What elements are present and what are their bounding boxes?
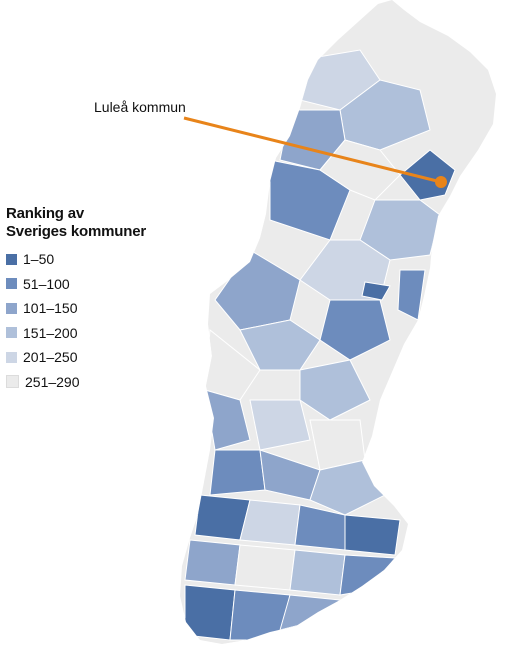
- legend-item-4: 151–200: [6, 321, 186, 346]
- legend-label: 251–290: [25, 373, 80, 390]
- legend-title: Ranking av Sveriges kommuner: [6, 205, 186, 241]
- legend-title-line-2: Sveriges kommuner: [6, 223, 146, 240]
- legend-title-line-1: Ranking av: [6, 205, 85, 222]
- legend-label: 201–250: [23, 349, 78, 366]
- lulea-marker: [435, 176, 447, 188]
- legend-label: 151–200: [23, 324, 78, 341]
- callout-line: [183, 116, 442, 184]
- legend-item-5: 201–250: [6, 345, 186, 370]
- legend-swatch: [6, 302, 17, 314]
- legend-swatch: [6, 375, 19, 389]
- legend-label: 101–150: [23, 300, 78, 317]
- legend-label: 51–100: [23, 275, 70, 292]
- sweden-map-regions: [180, 0, 496, 644]
- legend-item-1: 1–50: [6, 247, 186, 272]
- legend-label: 1–50: [23, 251, 55, 268]
- legend-swatch: [6, 351, 17, 363]
- lulea-callout-label: Luleå kommun: [94, 99, 186, 115]
- legend-swatch: [6, 327, 17, 339]
- legend-item-3: 101–150: [6, 296, 186, 321]
- legend-item-6: 251–290: [6, 370, 186, 395]
- legend-swatch: [6, 278, 17, 290]
- map-legend: Ranking av Sveriges kommuner 1–50 51–100…: [6, 205, 186, 394]
- legend-item-2: 51–100: [6, 272, 186, 297]
- legend-swatch: [6, 253, 17, 265]
